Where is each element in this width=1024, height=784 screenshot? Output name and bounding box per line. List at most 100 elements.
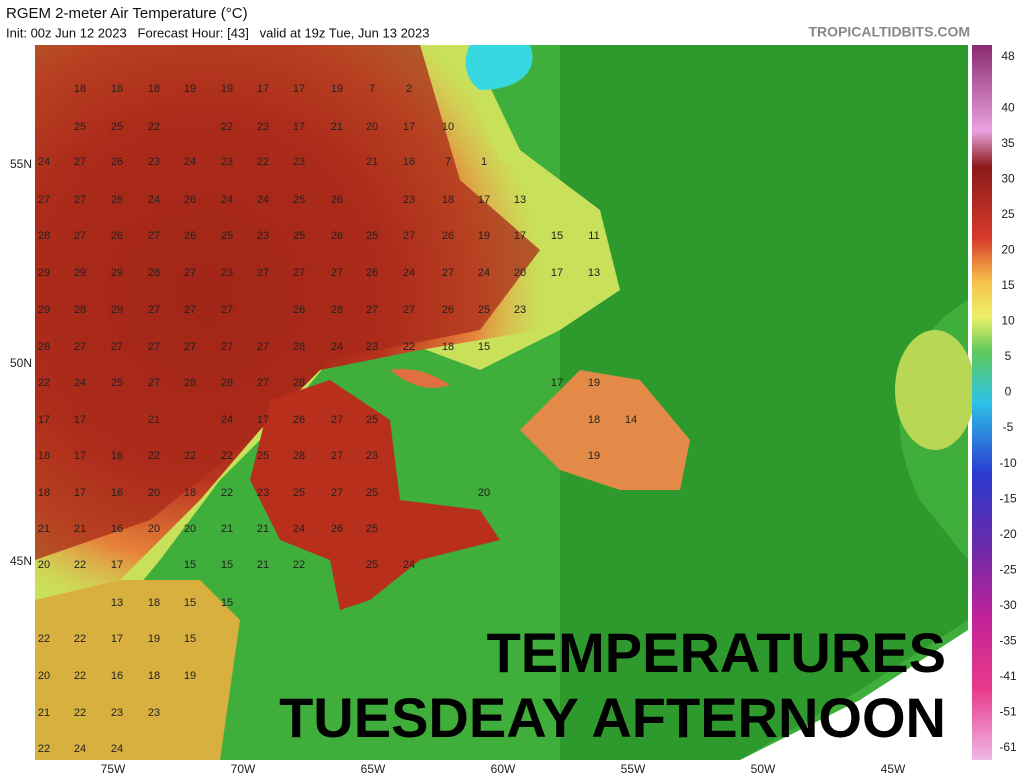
station-temp: 21 bbox=[38, 707, 50, 719]
colorbar bbox=[972, 45, 992, 760]
station-temp: 27 bbox=[38, 194, 50, 206]
station-temp: 26 bbox=[442, 304, 454, 316]
station-temp: 21 bbox=[257, 523, 269, 535]
station-temp: 16 bbox=[111, 523, 123, 535]
station-temp: 26 bbox=[331, 523, 343, 535]
station-temp: 10 bbox=[442, 121, 454, 133]
lon-label: 75W bbox=[101, 762, 126, 776]
station-temp: 13 bbox=[588, 267, 600, 279]
station-temp: 21 bbox=[148, 414, 160, 426]
station-temp: 27 bbox=[257, 341, 269, 353]
station-temp: 24 bbox=[148, 194, 160, 206]
colorbar-label: -35 bbox=[999, 634, 1017, 648]
station-temp: 27 bbox=[331, 414, 343, 426]
station-temp: 24 bbox=[293, 523, 305, 535]
station-temp: 27 bbox=[74, 341, 86, 353]
station-temp: 25 bbox=[257, 450, 269, 462]
station-temp: 28 bbox=[293, 341, 305, 353]
colorbar-label: -41 bbox=[999, 669, 1017, 683]
station-temp: 28 bbox=[74, 304, 86, 316]
station-temp: 25 bbox=[366, 487, 378, 499]
station-temp: 27 bbox=[293, 267, 305, 279]
cold-bay bbox=[465, 45, 533, 90]
station-temp: 23 bbox=[257, 487, 269, 499]
station-temp: 16 bbox=[403, 156, 415, 168]
station-temp: 18 bbox=[111, 83, 123, 95]
station-temp: 22 bbox=[148, 450, 160, 462]
station-temp: 22 bbox=[293, 559, 305, 571]
station-temp: 25 bbox=[74, 121, 86, 133]
colorbar-label: 25 bbox=[1001, 207, 1015, 221]
colorbar-label: -5 bbox=[1003, 420, 1014, 434]
station-temp: 18 bbox=[148, 83, 160, 95]
station-temp: 17 bbox=[514, 230, 526, 242]
station-temp: 25 bbox=[366, 414, 378, 426]
station-temp: 26 bbox=[331, 194, 343, 206]
station-temp: 19 bbox=[588, 377, 600, 389]
station-temp: 19 bbox=[331, 83, 343, 95]
axis-labels: 75W 70W 65W 60W 55W 50W 45W 55N 50N 45N bbox=[10, 157, 906, 776]
land-core bbox=[35, 45, 540, 560]
colorbar-label: 10 bbox=[1001, 314, 1015, 328]
station-temp: 25 bbox=[293, 487, 305, 499]
station-temp: 17 bbox=[257, 83, 269, 95]
station-temp: 17 bbox=[478, 194, 490, 206]
maritimes bbox=[250, 380, 500, 610]
station-temp: 19 bbox=[478, 230, 490, 242]
station-temp: 25 bbox=[366, 559, 378, 571]
station-temp: 24 bbox=[257, 194, 269, 206]
station-temp: 15 bbox=[221, 597, 233, 609]
overlay-line1: TEMPERATURES bbox=[487, 621, 946, 684]
station-temp: 27 bbox=[257, 267, 269, 279]
station-temp: 17 bbox=[293, 83, 305, 95]
station-temp: 27 bbox=[221, 304, 233, 316]
station-temp: 26 bbox=[184, 230, 196, 242]
station-temp: 26 bbox=[293, 304, 305, 316]
station-temp: 22 bbox=[38, 377, 50, 389]
station-temp: 18 bbox=[148, 597, 160, 609]
station-temp: 26 bbox=[184, 194, 196, 206]
station-temp: 17 bbox=[74, 414, 86, 426]
station-temp: 29 bbox=[74, 267, 86, 279]
station-temp: 27 bbox=[184, 267, 196, 279]
station-temp: 27 bbox=[331, 450, 343, 462]
station-temp: 27 bbox=[366, 304, 378, 316]
warm-patch bbox=[895, 330, 975, 450]
station-temp: 25 bbox=[293, 194, 305, 206]
station-temp: 24 bbox=[221, 194, 233, 206]
station-temp: 28 bbox=[293, 377, 305, 389]
lon-label: 60W bbox=[491, 762, 516, 776]
station-temp: 18 bbox=[588, 414, 600, 426]
lat-label: 45N bbox=[10, 554, 32, 568]
station-temp: 22 bbox=[221, 121, 233, 133]
no-data bbox=[740, 630, 968, 760]
station-temp: 26 bbox=[111, 230, 123, 242]
station-temp: 21 bbox=[74, 523, 86, 535]
station-temp: 25 bbox=[478, 304, 490, 316]
station-temp: 29 bbox=[111, 304, 123, 316]
station-temp: 16 bbox=[111, 450, 123, 462]
station-temp: 17 bbox=[551, 377, 563, 389]
station-temp: 22 bbox=[257, 156, 269, 168]
station-temp: 20 bbox=[148, 523, 160, 535]
colorbar-label: 5 bbox=[1005, 349, 1012, 363]
station-temp: 20 bbox=[148, 487, 160, 499]
station-temp: 27 bbox=[403, 230, 415, 242]
station-temp: 18 bbox=[442, 341, 454, 353]
station-temp: 15 bbox=[184, 633, 196, 645]
station-temp: 27 bbox=[403, 304, 415, 316]
station-temp: 2 bbox=[406, 83, 412, 95]
station-temp: 27 bbox=[221, 341, 233, 353]
colorbar-label: 15 bbox=[1001, 278, 1015, 292]
station-temp: 20 bbox=[478, 487, 490, 499]
station-temp: 17 bbox=[257, 414, 269, 426]
station-temp: 23 bbox=[111, 707, 123, 719]
station-temp: 27 bbox=[148, 304, 160, 316]
station-temp: 20 bbox=[366, 121, 378, 133]
station-temp: 17 bbox=[403, 121, 415, 133]
lon-label: 65W bbox=[361, 762, 386, 776]
station-temp: 17 bbox=[551, 267, 563, 279]
station-temp: 26 bbox=[442, 230, 454, 242]
station-temp: 21 bbox=[221, 523, 233, 535]
station-temp: 27 bbox=[111, 341, 123, 353]
